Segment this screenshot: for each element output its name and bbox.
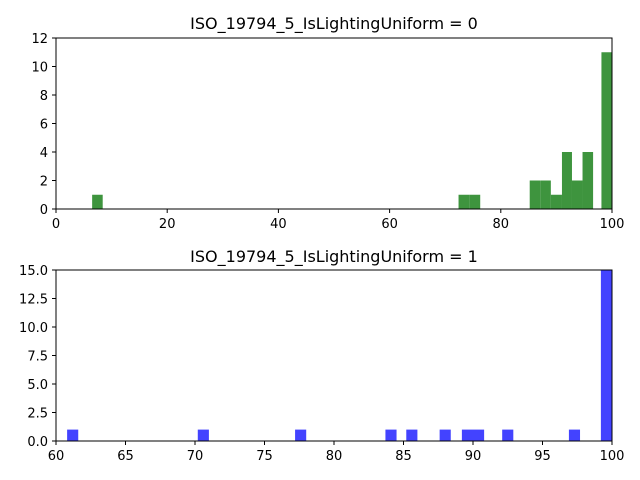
bar-7 <box>473 429 485 441</box>
x-tick-label: 80 <box>493 217 510 232</box>
bar-1 <box>458 194 470 209</box>
bar-10 <box>600 270 612 441</box>
bar-0 <box>92 194 103 209</box>
chart-title: ISO_19794_5_IsLightingUniform = 0 <box>190 14 478 34</box>
bar-9 <box>568 429 581 441</box>
chart-title: ISO_19794_5_IsLightingUniform = 1 <box>190 247 478 267</box>
bar-2 <box>469 194 481 209</box>
y-tick-label: 12 <box>31 32 48 47</box>
bar-4 <box>406 429 418 441</box>
bar-5 <box>439 429 451 441</box>
y-tick-label: 7.5 <box>27 350 48 365</box>
x-tick-label: 20 <box>159 217 176 232</box>
x-tick-label: 100 <box>600 449 625 464</box>
x-tick-label: 90 <box>465 449 482 464</box>
y-tick-label: 2 <box>40 175 48 190</box>
x-tick-label: 75 <box>256 449 273 464</box>
x-tick-label: 85 <box>395 449 412 464</box>
bar-3 <box>529 180 541 209</box>
bars-group <box>67 270 612 441</box>
bar-4 <box>540 180 551 209</box>
bar-3 <box>385 429 397 441</box>
bar-6 <box>461 429 473 441</box>
y-tick-label: 0.0 <box>27 435 48 450</box>
axes-group: 60 65 70 75 80 85 90 95 100 0.0 2.5 5.0 7.5 10.0 12.5 1… <box>19 264 624 464</box>
x-tick-label: 60 <box>48 449 65 464</box>
y-tick-label: 5.0 <box>27 378 48 393</box>
x-tick-label: 95 <box>534 449 551 464</box>
histogram-lighting-uniform-0: ISO_19794_5_IsLightingUniform = 0 0 20 40 6… <box>31 14 624 232</box>
y-tick-label: 15.0 <box>19 264 48 279</box>
bar-8 <box>502 429 514 441</box>
bar-0 <box>67 429 79 441</box>
y-tick-label: 10 <box>31 61 48 76</box>
bar-6 <box>561 152 572 209</box>
y-tick-label: 6 <box>40 118 48 133</box>
y-tick-label: 2.5 <box>27 407 48 422</box>
bars-group <box>92 52 612 209</box>
y-tick-label: 8 <box>40 89 48 104</box>
x-tick-label: 40 <box>270 217 287 232</box>
bar-9 <box>601 52 612 209</box>
y-tick-label: 10.0 <box>19 321 48 336</box>
x-tick-label: 80 <box>326 449 343 464</box>
x-tick-label: 65 <box>117 449 134 464</box>
x-tick-label: 0 <box>52 217 60 232</box>
bar-7 <box>571 180 583 209</box>
bar-1 <box>197 429 209 441</box>
x-tick-label: 60 <box>381 217 398 232</box>
histogram-lighting-uniform-1: ISO_19794_5_IsLightingUniform = 1 60 65 70… <box>19 247 624 464</box>
y-tick-label: 12.5 <box>19 293 48 308</box>
axes-group: 0 20 40 60 80 100 0 2 4 6 8 10 12 <box>31 32 624 232</box>
y-tick-label: 0 <box>40 203 48 218</box>
x-tick-label: 70 <box>187 449 204 464</box>
y-tick-label: 4 <box>40 146 48 161</box>
x-tick-label: 100 <box>600 217 625 232</box>
bar-2 <box>295 429 307 441</box>
bar-5 <box>550 194 562 209</box>
bar-8 <box>582 152 594 209</box>
